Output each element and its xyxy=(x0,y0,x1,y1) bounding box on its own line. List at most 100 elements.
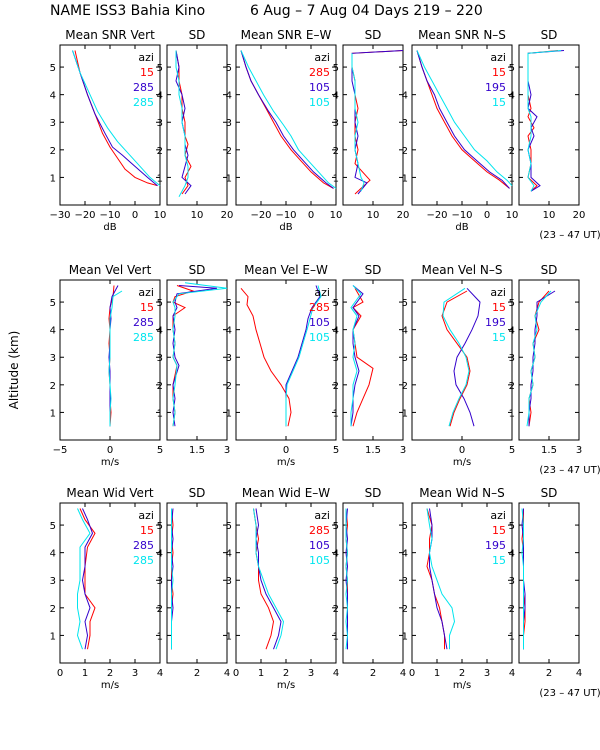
panel-1-5: SD 1 2 3 4 5 1.5 3 (23 – 47 UT) xyxy=(509,263,600,476)
x-tick-label: −10 xyxy=(451,210,472,221)
panel-0-5: SD 1 2 3 4 5 10 20 (23 – 47 UT) xyxy=(509,28,600,241)
y-tick-label: 1 xyxy=(509,408,515,419)
panel-2-1: SD 1 2 3 4 5 2 4 xyxy=(157,486,231,679)
y-tick-label: 5 xyxy=(226,298,232,309)
x-tick-label: 10 xyxy=(330,210,343,221)
series-line-blue xyxy=(172,285,218,427)
x-tick-label: 10 xyxy=(154,210,167,221)
series-line-blue xyxy=(429,508,448,650)
y-tick-label: 3 xyxy=(226,576,232,587)
y-tick-label: 4 xyxy=(157,326,163,337)
legend-entry-red: 15 xyxy=(140,301,154,314)
panel-title: Mean SNR E–W xyxy=(241,28,332,42)
y-tick-label: 5 xyxy=(333,521,339,532)
y-tick-label: 4 xyxy=(157,91,163,102)
x-axis-label: m/s xyxy=(101,457,119,468)
panel-title: Mean Vel E–W xyxy=(244,263,328,277)
y-tick-label: 3 xyxy=(157,353,163,364)
legend-title: azi xyxy=(138,509,154,522)
legend-entry-cyan: 15 xyxy=(492,96,506,109)
panel-title: SD xyxy=(541,28,558,42)
series-line-cyan xyxy=(240,50,337,189)
legend-entry-red: 285 xyxy=(309,66,330,79)
y-tick-label: 4 xyxy=(333,326,339,337)
x-tick-label: 0 xyxy=(459,445,465,456)
y-tick-label: 4 xyxy=(50,91,56,102)
y-tick-label: 1 xyxy=(333,173,339,184)
y-tick-label: 1 xyxy=(402,631,408,642)
x-tick-label: 1 xyxy=(82,668,88,679)
series-line-red xyxy=(253,508,275,650)
legend-title: azi xyxy=(314,51,330,64)
x-tick-label: 0 xyxy=(409,668,415,679)
y-tick-label: 3 xyxy=(509,353,515,364)
legend-title: azi xyxy=(314,286,330,299)
legend-entry-cyan: 15 xyxy=(492,331,506,344)
series-line-cyan xyxy=(526,290,552,427)
y-tick-label: 5 xyxy=(50,521,56,532)
y-tick-label: 2 xyxy=(402,604,408,615)
y-tick-label: 4 xyxy=(402,549,408,560)
y-tick-label: 2 xyxy=(50,604,56,615)
panel-title: SD xyxy=(365,263,382,277)
x-tick-label: −20 xyxy=(74,210,95,221)
y-tick-label: 5 xyxy=(509,521,515,532)
x-tick-label: 20 xyxy=(221,210,234,221)
panel-frame xyxy=(166,502,228,664)
x-tick-label: 2 xyxy=(283,668,289,679)
panel-title: SD xyxy=(541,486,558,500)
x-tick-label: 10 xyxy=(506,210,519,221)
y-tick-label: 5 xyxy=(50,298,56,309)
panel-title: Mean Wid N–S xyxy=(419,486,504,500)
x-tick-label: 4 xyxy=(333,668,339,679)
y-tick-label: 5 xyxy=(509,63,515,74)
y-tick-label: 2 xyxy=(509,381,515,392)
panel-0-1: SD 1 2 3 4 5 10 20 xyxy=(157,28,234,221)
x-tick-label: 3 xyxy=(224,445,230,456)
y-tick-label: 1 xyxy=(226,631,232,642)
y-tick-label: 2 xyxy=(157,381,163,392)
y-tick-label: 3 xyxy=(509,576,515,587)
series-line-cyan xyxy=(175,50,189,197)
series-line-cyan xyxy=(108,290,123,427)
series-line-cyan xyxy=(76,508,91,650)
x-tick-label: 0 xyxy=(308,210,314,221)
time-range-note: (23 – 47 UT) xyxy=(539,465,600,476)
legend-entry-red: 15 xyxy=(492,301,506,314)
panel-frame xyxy=(518,502,580,664)
y-tick-label: 3 xyxy=(226,118,232,129)
series-line-red xyxy=(426,508,445,650)
series-line-cyan xyxy=(171,508,174,650)
time-range-note: (23 – 47 UT) xyxy=(539,230,600,241)
y-tick-label: 1 xyxy=(157,408,163,419)
y-tick-label: 5 xyxy=(402,521,408,532)
legend-entry-blue: 195 xyxy=(485,539,506,552)
x-tick-label: 10 xyxy=(367,210,380,221)
x-tick-label: 0 xyxy=(57,668,63,679)
x-tick-label: 20 xyxy=(397,210,410,221)
x-axis-label: m/s xyxy=(101,680,119,691)
x-tick-label: 4 xyxy=(576,668,582,679)
y-tick-label: 3 xyxy=(509,118,515,129)
y-tick-label: 3 xyxy=(333,118,339,129)
x-tick-label: 1 xyxy=(434,668,440,679)
y-tick-label: 4 xyxy=(509,91,515,102)
x-tick-label: −20 xyxy=(250,210,271,221)
x-tick-label: 3 xyxy=(308,668,314,679)
y-tick-label: 4 xyxy=(509,549,515,560)
panel-frame xyxy=(342,502,404,664)
series-line-cyan xyxy=(350,285,362,427)
x-tick-label: 3 xyxy=(576,445,582,456)
series-line-blue xyxy=(72,50,158,187)
figure-title: NAME ISS3 Bahia Kino xyxy=(50,3,205,19)
y-tick-label: 1 xyxy=(50,408,56,419)
series-line-red xyxy=(79,508,96,650)
panel-2-5: SD 1 2 3 4 5 2 4 (23 – 47 UT) xyxy=(509,486,600,699)
series-line-red xyxy=(172,285,195,427)
y-tick-label: 5 xyxy=(157,63,163,74)
series-line-red xyxy=(240,287,292,427)
figure-date-range: 6 Aug – 7 Aug 04 Days 219 – 220 xyxy=(250,3,483,19)
x-tick-label: 1.5 xyxy=(365,445,381,456)
